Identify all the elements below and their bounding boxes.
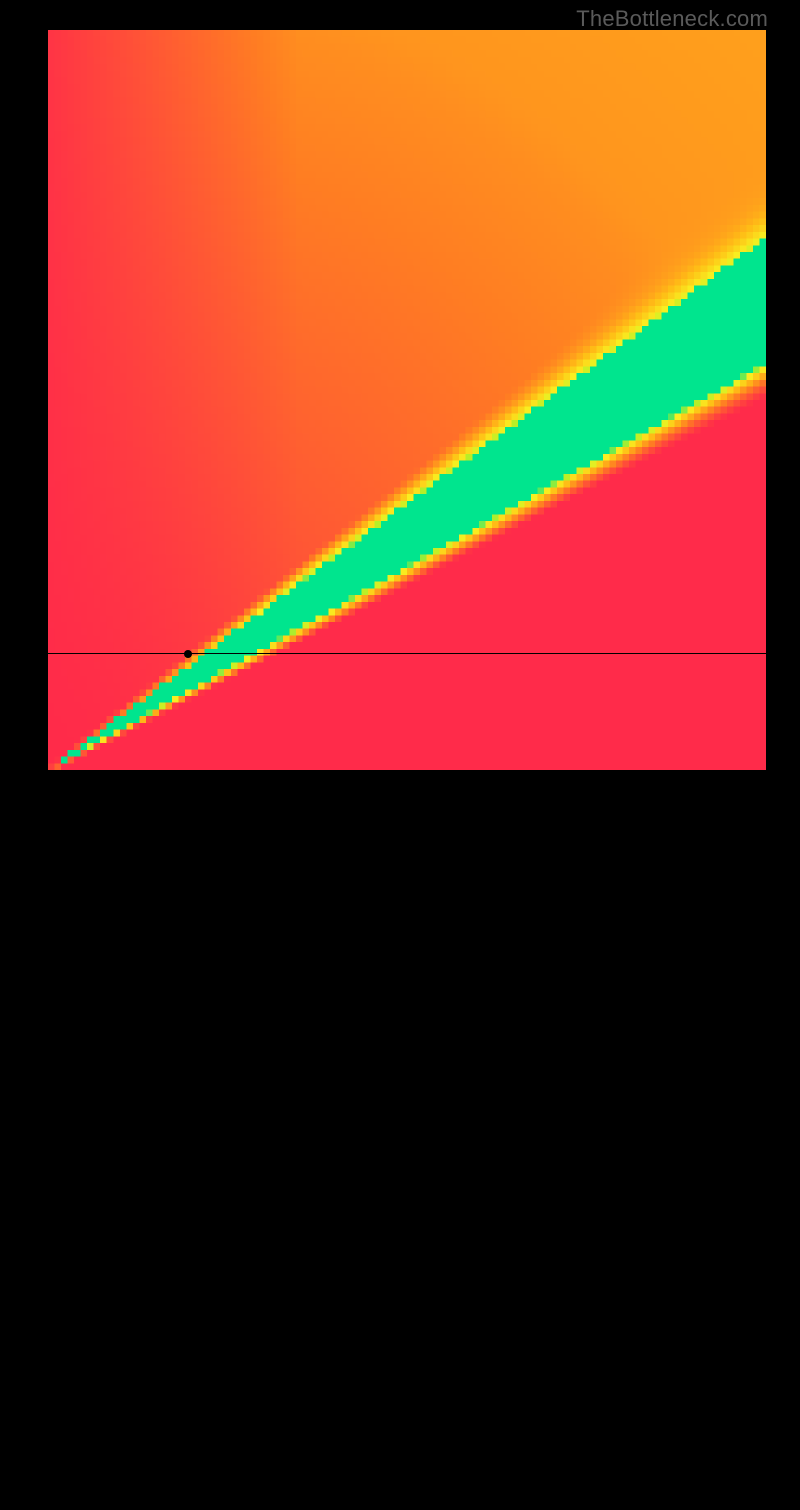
heatmap-canvas <box>48 30 766 770</box>
crosshair-vertical <box>188 770 189 1510</box>
crosshair-horizontal <box>48 653 766 654</box>
watermark-text: TheBottleneck.com <box>576 6 768 32</box>
crosshair-marker <box>184 650 192 658</box>
heatmap-plot <box>48 30 766 770</box>
